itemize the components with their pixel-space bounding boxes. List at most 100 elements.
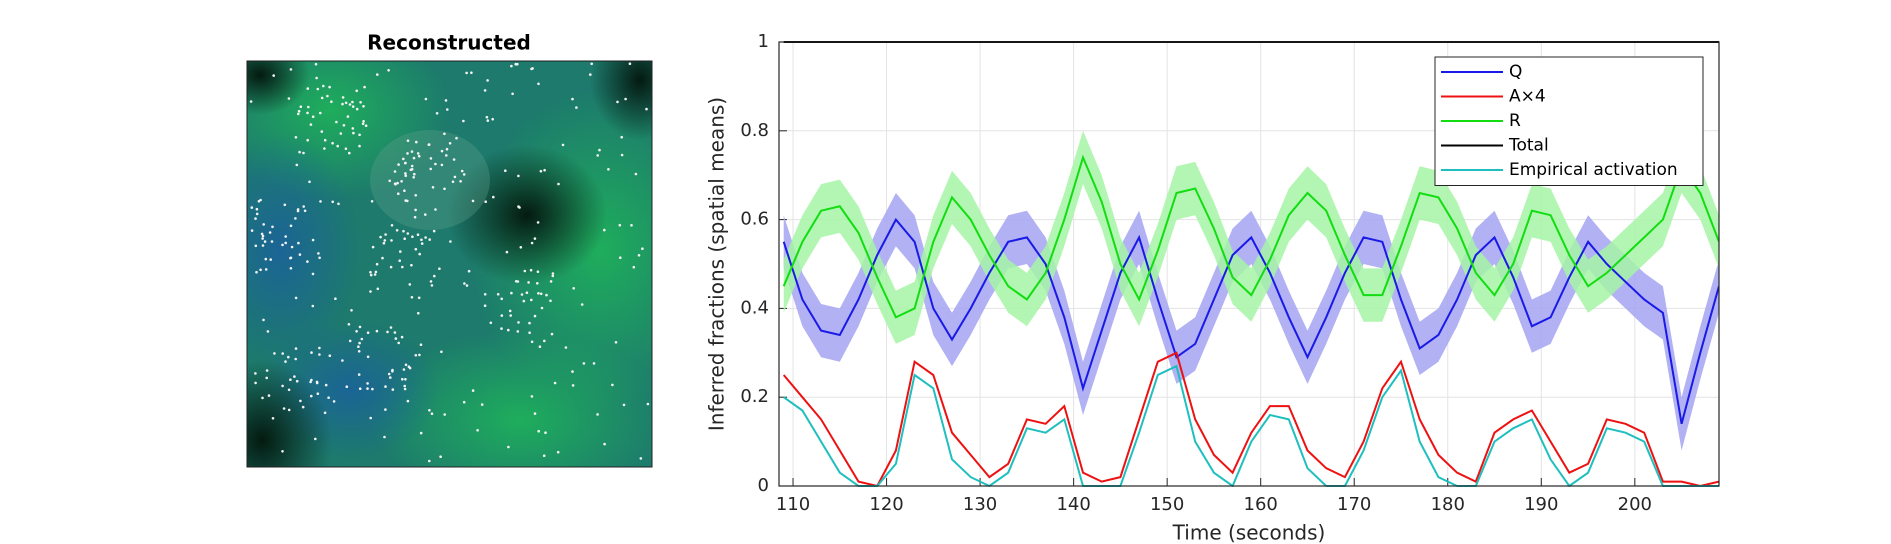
image-dot [287,388,291,392]
image-dot [402,368,406,371]
image-dot [396,181,399,185]
image-dot [302,205,306,208]
image-dot [624,97,627,101]
image-dot [345,385,349,389]
image-dot [254,372,257,375]
image-dot [590,62,593,66]
image-dot [287,408,291,412]
image-dot [483,89,487,92]
image-dot [452,158,456,161]
image-dot [404,172,407,175]
image-dot [255,207,259,211]
image-dot [320,130,324,133]
image-dot [592,362,596,365]
image-dot [440,163,444,167]
image-dot [303,209,307,213]
image-dot [294,136,298,139]
image-dot [259,268,262,272]
image-dot [530,241,534,245]
image-dot [375,262,379,266]
image-dot [483,304,487,308]
image-dot [428,409,431,412]
image-dot [387,372,391,376]
image-dot [319,200,322,203]
image-dot [571,384,575,387]
image-dot [614,341,618,344]
image-dot [404,161,407,165]
image-dot [281,450,284,453]
image-dot [424,213,427,216]
image-dot [557,182,560,186]
image-dot [402,157,405,161]
image-dot [352,131,355,135]
image-dot [261,237,264,240]
image-dot [346,115,350,118]
image-dot [632,265,636,269]
image-dot [322,84,325,88]
image-dot [536,282,539,285]
image-dot [319,111,322,115]
image-dot [387,69,390,72]
image-dot [542,454,546,458]
x-tick-label: 120 [869,494,903,515]
image-dot [571,370,574,373]
image-dot [443,187,446,191]
image-dot [348,103,352,106]
image-dot [281,243,284,247]
image-dot [420,242,424,245]
y-tick-label: 0.6 [740,209,769,230]
image-dot [389,326,393,329]
image-dot [429,157,433,160]
image-dot [310,351,313,354]
image-dot [460,169,464,173]
image-dot [309,123,313,126]
image-dot [311,115,315,118]
image-dot [318,256,321,260]
image-dot [259,198,262,202]
image-dot [598,148,601,152]
image-dot [528,331,531,335]
image-dot [289,378,292,382]
image-dot [287,355,290,359]
image-dot [390,224,394,227]
image-dot [528,321,531,325]
image-dot [413,215,417,219]
image-dot [527,281,530,284]
image-dot [620,153,624,157]
image-dot [270,240,274,243]
image-dot [518,206,521,209]
image-dot [389,265,393,269]
image-dot [369,416,373,420]
image-dot [295,163,299,167]
image-dot [551,274,555,278]
x-tick-label: 190 [1524,494,1558,515]
image-frame [246,60,653,468]
image-dot [453,175,457,179]
image-dot [403,237,407,240]
image-dot [366,382,369,385]
image-dot [611,383,614,387]
x-tick-label: 140 [1056,494,1090,515]
image-dot [520,293,524,296]
image-dot [509,314,512,317]
image-dot [361,122,365,126]
image-dot [318,353,321,356]
image-dot [504,169,507,172]
series-line [782,217,1719,425]
x-tick-label: 170 [1337,494,1371,515]
image-dot [262,318,265,322]
legend-label: Q [1509,62,1522,82]
image-dot [514,62,517,66]
image-dot [500,314,504,317]
image-dot [384,385,387,388]
image-dot [295,379,299,383]
y-tick-label: 0.2 [740,386,769,407]
image-dot [326,94,329,98]
image-dot [412,156,416,160]
image-dot [455,136,458,140]
image-dot [639,457,643,460]
image-dot [564,346,568,349]
image-dot [386,330,389,334]
image-dot [404,363,408,367]
